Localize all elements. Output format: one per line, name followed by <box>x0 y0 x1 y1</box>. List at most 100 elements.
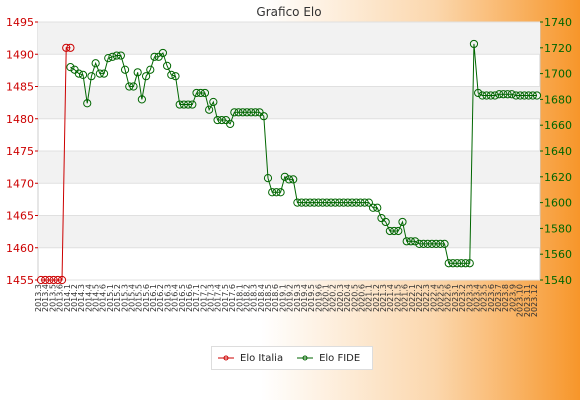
x-tick-label: 2015.5 <box>135 284 144 312</box>
data-point <box>314 198 323 207</box>
data-point <box>432 239 441 248</box>
data-point <box>163 61 172 70</box>
data-point <box>196 88 205 98</box>
data-point <box>406 237 415 246</box>
data-point <box>503 90 512 99</box>
data-point <box>74 69 83 78</box>
data-point <box>133 68 142 77</box>
x-tick-label: 2019.4 <box>300 284 309 312</box>
data-point <box>411 237 420 246</box>
x-tick-label: 2016.2 <box>156 284 165 312</box>
x-tick-label: 2022.3 <box>422 284 431 312</box>
right-tick-label: 1720 <box>544 42 572 55</box>
x-tick-label: 2021.2 <box>372 284 381 312</box>
x-tick-label: 2018.6 <box>271 284 280 312</box>
x-tick-label: 2017.2 <box>199 284 208 312</box>
data-point <box>326 198 336 207</box>
legend-item-elo-fide[interactable]: Elo FIDE <box>297 353 360 364</box>
data-point <box>402 237 411 246</box>
data-point <box>339 198 348 207</box>
legend: Elo Italia Elo FIDE <box>211 346 373 370</box>
data-point <box>213 115 222 125</box>
right-tick-label: 1540 <box>544 274 572 287</box>
data-point <box>179 100 189 109</box>
data-point <box>49 275 58 285</box>
data-point <box>305 198 315 207</box>
series-elo-italia <box>36 43 75 285</box>
right-tick-label: 1580 <box>544 222 572 235</box>
data-point <box>78 70 88 79</box>
x-tick-label: 2013.4 <box>41 284 50 312</box>
data-point <box>507 90 516 99</box>
data-point <box>385 226 394 236</box>
x-tick-label: 2014.3 <box>77 284 86 312</box>
data-point <box>486 91 495 100</box>
x-tick-label: 2013.3 <box>34 284 43 312</box>
data-point <box>209 97 218 107</box>
data-point <box>247 108 256 117</box>
data-point <box>289 175 298 184</box>
grid-bands <box>38 22 540 248</box>
left-axis: 1455 1460 1465 1470 1475 1480 1485 1490 1495 <box>6 16 38 287</box>
data-point <box>516 91 525 100</box>
data-point <box>45 275 54 285</box>
data-point <box>495 90 504 99</box>
x-tick-label: 2023.8 <box>501 284 510 312</box>
data-point <box>352 198 361 207</box>
x-tick-label: 2017.1 <box>192 284 201 312</box>
data-point <box>184 100 193 109</box>
x-tick-label: 2017.6 <box>228 284 237 312</box>
legend-label: Elo FIDE <box>319 352 361 364</box>
data-point <box>293 198 302 207</box>
x-tick-label: 2023.2 <box>458 284 467 312</box>
x-axis: 2013.32013.42013.52013.62014.12014.22014… <box>34 284 539 317</box>
left-tick-label: 1470 <box>6 177 34 190</box>
data-point <box>141 72 151 81</box>
x-tick-label: 2014.6 <box>99 284 108 312</box>
data-point <box>217 115 226 125</box>
data-point <box>242 108 252 117</box>
data-point <box>192 88 201 98</box>
data-point <box>57 275 67 285</box>
right-tick-label: 1740 <box>544 16 572 29</box>
x-tick-label: 2020.1 <box>322 284 331 312</box>
data-point <box>104 54 113 63</box>
data-point <box>259 112 268 121</box>
legend-item-elo-italia[interactable]: Elo Italia <box>218 353 283 364</box>
left-tick-label: 1465 <box>6 210 34 223</box>
right-tick-label: 1640 <box>544 145 572 158</box>
x-tick-label: 2018.3 <box>250 284 259 312</box>
data-point <box>276 188 285 197</box>
data-point <box>368 203 378 212</box>
data-point <box>238 108 247 117</box>
x-tick-label: 2014.5 <box>92 284 101 312</box>
data-point <box>116 51 125 60</box>
data-point <box>175 100 184 109</box>
x-tick-label: 2015.2 <box>113 284 122 312</box>
legend-line-icon <box>218 355 234 361</box>
data-point <box>373 203 382 212</box>
x-tick-label: 2022.4 <box>429 284 438 312</box>
x-tick-label: 2013.5 <box>48 284 57 312</box>
series-elo-fide <box>66 39 542 268</box>
data-point <box>120 65 130 74</box>
x-tick-label: 2018.2 <box>242 284 251 312</box>
data-point <box>66 43 75 52</box>
x-tick-label: 2017.5 <box>221 284 230 312</box>
data-point <box>200 88 210 98</box>
left-tick-label: 1455 <box>6 274 34 287</box>
data-point <box>448 259 458 268</box>
x-tick-label: 2023.12 <box>530 284 539 317</box>
data-point <box>398 217 407 227</box>
x-tick-label: 2023.7 <box>494 284 503 312</box>
x-tick-label: 2014.4 <box>84 284 93 312</box>
data-point <box>465 259 474 268</box>
data-point <box>158 48 167 58</box>
data-point <box>205 105 214 114</box>
x-tick-label: 2019.5 <box>307 284 316 312</box>
data-point <box>478 91 487 100</box>
data-point <box>343 198 352 207</box>
data-point <box>394 226 403 236</box>
x-tick-label: 2019.2 <box>286 284 295 312</box>
